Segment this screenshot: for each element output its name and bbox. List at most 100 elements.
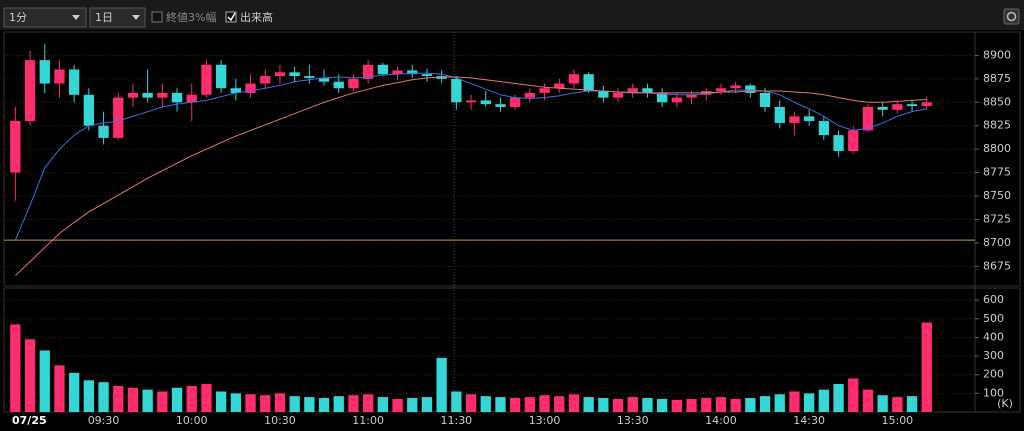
- candle-body: [612, 92, 624, 98]
- x-tick-label: 09:30: [88, 414, 120, 427]
- candle-body: [377, 64, 388, 75]
- volume-bar: [201, 384, 212, 412]
- x-tick-label: 10:00: [176, 414, 208, 427]
- candle-body: [24, 60, 36, 122]
- volume-bar: [745, 398, 756, 412]
- volume-bar: [245, 394, 256, 412]
- volume-bar: [480, 396, 491, 412]
- checkmark: [227, 12, 236, 22]
- volume-bar: [127, 387, 139, 412]
- candle-body: [877, 106, 888, 110]
- candle-body: [759, 92, 771, 107]
- volume-bar: [216, 391, 227, 412]
- volume-bar: [657, 398, 668, 412]
- dropdown[interactable]: [89, 7, 146, 28]
- volume-bar: [671, 399, 682, 412]
- candle-body: [245, 83, 256, 93]
- candle-body: [510, 97, 521, 107]
- candle-body: [216, 64, 227, 89]
- candle-body: [583, 74, 594, 92]
- dropdown[interactable]: [3, 7, 87, 28]
- volume-bar: [701, 398, 712, 412]
- volume-bar: [554, 396, 565, 412]
- volume-bar: [24, 339, 36, 412]
- volume-bar: [451, 391, 462, 412]
- y-tick-label: 300: [983, 349, 1004, 362]
- volume-bar: [230, 393, 241, 412]
- candle-body: [657, 92, 668, 103]
- y-tick-label: 8900: [983, 48, 1011, 61]
- volume-bar: [862, 389, 874, 412]
- candle-body: [348, 78, 359, 89]
- candle-body: [407, 70, 418, 75]
- volume-bar: [465, 394, 477, 412]
- volume-bar: [715, 397, 727, 412]
- volume-bar: [421, 397, 433, 412]
- candle-body: [906, 104, 918, 107]
- candle-body: [524, 92, 535, 98]
- volume-bar: [157, 391, 168, 412]
- candle-body: [260, 76, 271, 84]
- price-pane: [3, 31, 1021, 287]
- candle-body: [495, 104, 506, 107]
- candle-body: [289, 72, 300, 77]
- volume-bar: [921, 322, 932, 412]
- candle-body: [201, 64, 212, 95]
- volume-bar: [10, 324, 21, 412]
- y-tick-label: 600: [983, 293, 1004, 306]
- volume-bar: [98, 382, 109, 412]
- candle-body: [421, 74, 433, 77]
- settings-button[interactable]: [1003, 8, 1020, 25]
- volume-bar: [171, 387, 183, 412]
- volume-bar: [789, 391, 800, 412]
- volume-bar: [833, 384, 844, 412]
- y-tick-label: 8675: [983, 259, 1011, 272]
- candle-body: [171, 92, 183, 103]
- volume-bar: [730, 398, 741, 412]
- candle-body: [157, 92, 168, 98]
- x-tick-label: 13:00: [529, 414, 561, 427]
- y-tick-label: 8875: [983, 72, 1011, 85]
- y-tick-label: 8725: [983, 212, 1011, 225]
- volume-bar: [392, 398, 403, 412]
- x-tick-label: 11:00: [352, 414, 384, 427]
- candle-body: [98, 125, 109, 138]
- candle-body: [113, 97, 124, 138]
- candle-body: [892, 104, 903, 110]
- volume-bar: [54, 365, 65, 412]
- volume-bar: [436, 357, 447, 412]
- y-tick-label: 8775: [983, 166, 1011, 179]
- candle-body: [862, 106, 874, 131]
- moving-average: [15, 76, 927, 277]
- candle-body: [333, 81, 344, 89]
- volume-bar: [583, 397, 594, 412]
- gear-icon: [1006, 11, 1017, 22]
- candle-body: [789, 116, 800, 123]
- candle-body: [465, 100, 477, 103]
- candle-body: [715, 88, 727, 92]
- dropdown-label: 1分: [9, 11, 27, 24]
- volume-bar: [539, 395, 550, 412]
- volume-bar: [318, 398, 330, 412]
- toolbar: [0, 0, 1024, 30]
- candle-body: [274, 72, 286, 77]
- x-tick-label: 10:30: [264, 414, 296, 427]
- candle-body: [186, 94, 197, 103]
- dropdown-arrow: [72, 15, 80, 20]
- checkbox[interactable]: [151, 11, 163, 23]
- candle-body: [539, 88, 550, 93]
- checkbox[interactable]: [225, 11, 237, 23]
- x-tick-label: 15:00: [881, 414, 913, 427]
- y-tick-label: 200: [983, 368, 1004, 381]
- volume-bar: [524, 397, 535, 412]
- candle-body: [54, 69, 65, 84]
- volume-bar: [759, 396, 771, 412]
- volume-bar: [363, 394, 374, 412]
- candle-body: [304, 76, 315, 78]
- volume-bar: [495, 397, 506, 412]
- volume-bar: [598, 398, 609, 412]
- volume-bar: [39, 350, 50, 412]
- y-tick-label: 8750: [983, 189, 1011, 202]
- volume-bar: [818, 389, 829, 412]
